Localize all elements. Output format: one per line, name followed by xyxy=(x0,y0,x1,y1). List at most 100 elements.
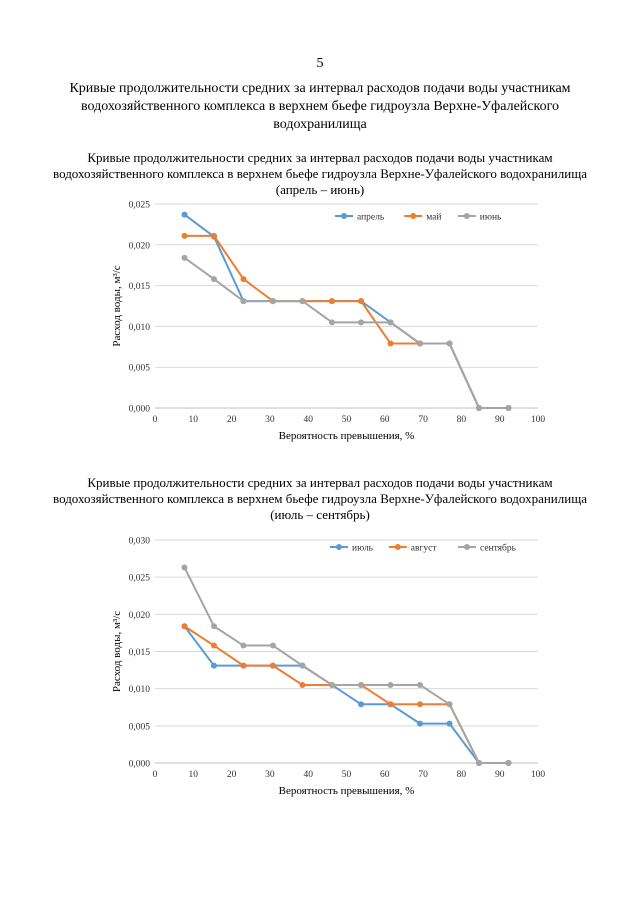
data-point xyxy=(269,662,276,669)
legend-marker xyxy=(463,213,470,219)
chart-title-april-june: Кривые продолжительности средних за инте… xyxy=(53,150,587,197)
y-tick-label: 0,010 xyxy=(129,323,151,333)
data-point xyxy=(387,701,394,708)
x-tick-label: 50 xyxy=(342,415,352,425)
chart-april-june: 0,000 0,005 0,010 0,015 0,020 0,025 0 10 20 30 40 5… xyxy=(111,201,546,443)
page-number: 5 xyxy=(316,56,324,71)
legend-label: май xyxy=(426,212,441,223)
x-tick-label: 100 xyxy=(531,770,546,780)
data-point xyxy=(269,642,276,649)
series-line xyxy=(183,625,509,764)
legend-marker xyxy=(464,544,470,550)
data-point xyxy=(417,720,424,727)
series-line xyxy=(183,567,509,764)
data-point xyxy=(446,701,453,708)
x-tick-label: 100 xyxy=(531,415,546,425)
x-tick-label: 80 xyxy=(457,415,467,425)
legend-label: сентябрь xyxy=(480,543,517,554)
y-tick-label: 0,020 xyxy=(129,241,151,251)
data-point xyxy=(210,276,217,283)
legend-marker xyxy=(410,213,417,219)
data-point xyxy=(181,254,188,261)
legend-marker xyxy=(336,544,342,550)
data-point xyxy=(446,720,453,727)
x-tick-label: 10 xyxy=(189,770,199,780)
y-tick-label: 0,005 xyxy=(129,364,151,374)
data-point xyxy=(358,298,365,305)
data-point xyxy=(328,298,335,305)
x-tick-label: 60 xyxy=(380,415,390,425)
x-axis-title: Вероятность превышения, % xyxy=(279,430,415,442)
data-point xyxy=(210,662,217,669)
x-tick-label: 50 xyxy=(342,770,352,780)
x-tick-label: 10 xyxy=(189,415,199,425)
legend-label: апрель xyxy=(357,213,385,223)
data-point xyxy=(210,232,217,239)
data-point xyxy=(358,681,365,688)
data-point xyxy=(417,681,424,688)
chart-title-july-september: Кривые продолжительности средних за инте… xyxy=(53,475,587,522)
data-point xyxy=(299,681,306,688)
y-tick-label: 0,015 xyxy=(129,282,151,292)
data-point xyxy=(181,564,188,571)
data-point xyxy=(446,340,453,347)
y-tick-label: 0,005 xyxy=(129,722,151,732)
x-tick-label: 20 xyxy=(227,415,237,425)
x-tick-label: 20 xyxy=(227,770,237,780)
x-tick-label: 70 xyxy=(418,415,428,425)
x-tick-label: 90 xyxy=(495,770,505,780)
y-tick-label: 0,010 xyxy=(129,685,151,695)
data-point xyxy=(240,662,247,669)
y-tick-label: 0,000 xyxy=(129,760,151,770)
x-tick-label: 30 xyxy=(265,770,275,780)
y-tick-label: 0,025 xyxy=(129,201,151,211)
data-point xyxy=(210,642,217,649)
data-point xyxy=(181,623,188,630)
data-point xyxy=(210,623,217,630)
legend-marker xyxy=(341,213,347,219)
x-tick-label: 40 xyxy=(303,770,313,780)
x-tick-label: 80 xyxy=(457,770,467,780)
y-tick-label: 0,025 xyxy=(129,574,151,584)
legend-label: август xyxy=(411,544,438,554)
x-tick-label: 0 xyxy=(153,415,158,425)
data-point xyxy=(299,662,306,669)
data-point xyxy=(476,760,483,766)
data-point xyxy=(181,211,188,218)
x-axis-title: Вероятность превышения, % xyxy=(279,785,415,797)
legend-label: июнь xyxy=(480,213,502,223)
data-point xyxy=(358,319,365,326)
x-tick-label: 60 xyxy=(380,770,390,780)
data-point xyxy=(387,340,394,347)
y-tick-label: 0,000 xyxy=(129,405,151,415)
data-point xyxy=(328,319,335,326)
document-title: Кривые продолжительности средних за инте… xyxy=(69,81,571,132)
data-point xyxy=(240,298,247,305)
chart-july-september: 0,000 0,005 0,010 0,015 0,020 0,025 0,030 0 10 20… xyxy=(111,537,546,798)
x-tick-label: 40 xyxy=(303,415,313,425)
y-axis-title: Расход воды, м³/с xyxy=(111,265,123,346)
data-point xyxy=(299,298,306,305)
y-tick-label: 0,020 xyxy=(129,611,151,621)
data-point xyxy=(387,681,394,688)
data-point xyxy=(417,701,424,708)
series-line xyxy=(183,257,509,409)
y-axis-title: Расход воды, м³/с xyxy=(111,611,123,692)
data-point xyxy=(181,232,188,239)
data-point xyxy=(240,642,247,649)
data-point xyxy=(358,701,365,708)
data-point xyxy=(505,405,512,411)
legend-marker xyxy=(394,544,401,550)
x-tick-label: 90 xyxy=(495,415,505,425)
data-point xyxy=(505,760,512,766)
legend-label: июль xyxy=(352,544,374,554)
data-point xyxy=(417,340,424,347)
data-point xyxy=(476,405,483,411)
x-tick-label: 70 xyxy=(418,770,428,780)
y-tick-label: 0,015 xyxy=(129,648,151,658)
series-line xyxy=(183,213,509,409)
data-point xyxy=(269,298,276,305)
x-tick-label: 30 xyxy=(265,415,275,425)
data-point xyxy=(240,276,247,283)
data-point xyxy=(387,319,394,326)
